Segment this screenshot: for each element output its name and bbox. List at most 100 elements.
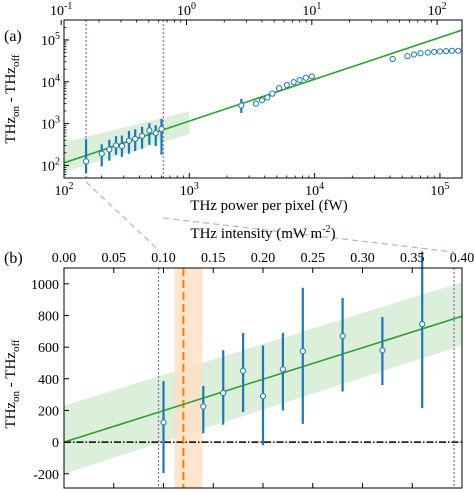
panel-a-data-point [269, 90, 276, 97]
tick-exponent: 2 [69, 181, 74, 192]
connector-right [163, 217, 455, 253]
connector-left [85, 181, 159, 251]
panel-a-data-point [252, 100, 260, 107]
x-label-text: THz intensity (mW m [190, 226, 322, 242]
panel-a-data-point [431, 48, 438, 55]
panel-b-x-tick-label: 0.20 [251, 251, 276, 266]
panel-b-y-tick-label: 600 [38, 341, 59, 356]
tick-exponent: 5 [444, 181, 449, 192]
y-label-part: on [10, 105, 22, 117]
tick-exponent: 3 [55, 115, 60, 126]
panel-a-top-tick-label: 101 [302, 1, 321, 19]
panel-a-marker [290, 79, 297, 86]
panel-a-data-point [139, 126, 146, 149]
panel-b-x-tick-label: 0.00 [52, 251, 77, 266]
panel-b-x-tick-label: 0.25 [301, 251, 326, 266]
panel-b-marker [299, 347, 306, 355]
panel-a-x-tick-label: 103 [180, 181, 199, 199]
panel-b-data-point [259, 345, 267, 446]
panel-b-y-tick-label: 800 [38, 309, 59, 324]
panel-a-data-point [146, 123, 153, 145]
panel-a-marker [106, 146, 113, 153]
panel-a-marker [258, 97, 266, 104]
panel-a-data-point [98, 144, 105, 167]
panel-a-marker [431, 48, 438, 55]
panel-b-threshold-band [174, 268, 203, 488]
panel-a-marker [132, 135, 139, 143]
y-label-part: - [3, 379, 19, 391]
panel-b-label: (b) [4, 250, 23, 267]
tick-exponent: 4 [319, 181, 324, 192]
panel-a-y-label-text: THzon - THzoff [3, 54, 22, 144]
panel-b-marker [240, 367, 247, 374]
panel-a-x-tick-label: 105 [430, 181, 449, 199]
panel-b-y-tick-label: 1000 [31, 278, 59, 293]
zoom-connector-lines [85, 181, 455, 253]
panel-a-data-point [275, 85, 283, 92]
panel-a-marker [146, 127, 153, 134]
panel-a-marker [238, 102, 245, 109]
panel-a-marker [112, 142, 120, 149]
panel-a-y-tick-label: 104 [41, 73, 60, 91]
tick-base: 10 [50, 4, 64, 19]
panel-a-plot-content [63, 20, 463, 178]
x-label-close: ) [331, 226, 336, 242]
panel-b-y-tick-label: 200 [38, 404, 59, 419]
panel-a-fit-line [63, 29, 463, 164]
tick-exponent: 2 [55, 156, 60, 167]
panel-b-data-point [220, 350, 227, 425]
tick-base: 10 [55, 184, 69, 199]
panel-b: 0.00 0.05 0.10 0.15 0.20 0.25 0.30 0.35 0.40 1000… [3, 224, 474, 489]
panel-a-y-tick-label: 102 [41, 156, 60, 174]
panel-b-x-tick-label: 0.35 [400, 251, 425, 266]
panel-a-marker [436, 48, 444, 55]
panel-b-data-point [240, 332, 247, 413]
panel-a-top-tick-label: 100 [177, 1, 196, 19]
panel-b-data-point [339, 298, 346, 392]
panel-b-marker [419, 321, 426, 328]
tick-base: 10 [305, 184, 319, 199]
tick-base: 10 [177, 4, 191, 19]
tick-base: 10 [180, 184, 194, 199]
tick-exponent: 1 [316, 1, 321, 12]
panel-b-data-point [200, 385, 207, 434]
x-label-exponent: -2 [322, 224, 330, 235]
panel-a-y-tick-label: 105 [41, 31, 60, 49]
panel-a-marker [455, 47, 462, 54]
y-label-part: THz [3, 352, 19, 379]
panel-a-marker [82, 158, 90, 165]
panel-a-marker [252, 100, 260, 107]
panel-b-x-tick-label: 0.40 [450, 251, 474, 266]
panel-a-data-point [82, 139, 90, 174]
panel-a-marker [269, 90, 276, 97]
y-label-part: THz [3, 402, 19, 429]
panel-b-data-point [160, 381, 167, 473]
y-label-part: - [3, 94, 19, 106]
tick-base: 10 [41, 76, 55, 91]
panel-a-axes-frame [63, 19, 463, 179]
panel-a-marker [98, 150, 105, 157]
panel-a-data-point [308, 73, 315, 80]
panel-b-y-tick-label: 400 [38, 373, 59, 388]
panel-a-marker [152, 130, 159, 137]
panel-b-marker [200, 403, 207, 410]
panel-b-x-tick-label: 0.30 [350, 251, 375, 266]
panel-a-data-point [283, 81, 290, 89]
panel-b-data-point [419, 251, 426, 409]
panel-a-data-point [436, 48, 444, 55]
tick-exponent: 5 [55, 31, 60, 42]
tick-exponent: 3 [194, 181, 199, 192]
tick-exponent: 2 [442, 1, 447, 12]
panel-a-marker [443, 48, 450, 55]
panel-a-marker [448, 47, 456, 54]
panel-a-data-point [118, 135, 126, 157]
panel-a-data-point [152, 125, 159, 147]
panel-b-marker [259, 393, 267, 400]
tick-base: 10 [302, 4, 316, 19]
panel-b-y-label-text: THzon - THzoff [3, 339, 22, 429]
panel-a-top-tick-label: 10-1 [50, 1, 72, 19]
panel-b-data-point [299, 287, 306, 424]
